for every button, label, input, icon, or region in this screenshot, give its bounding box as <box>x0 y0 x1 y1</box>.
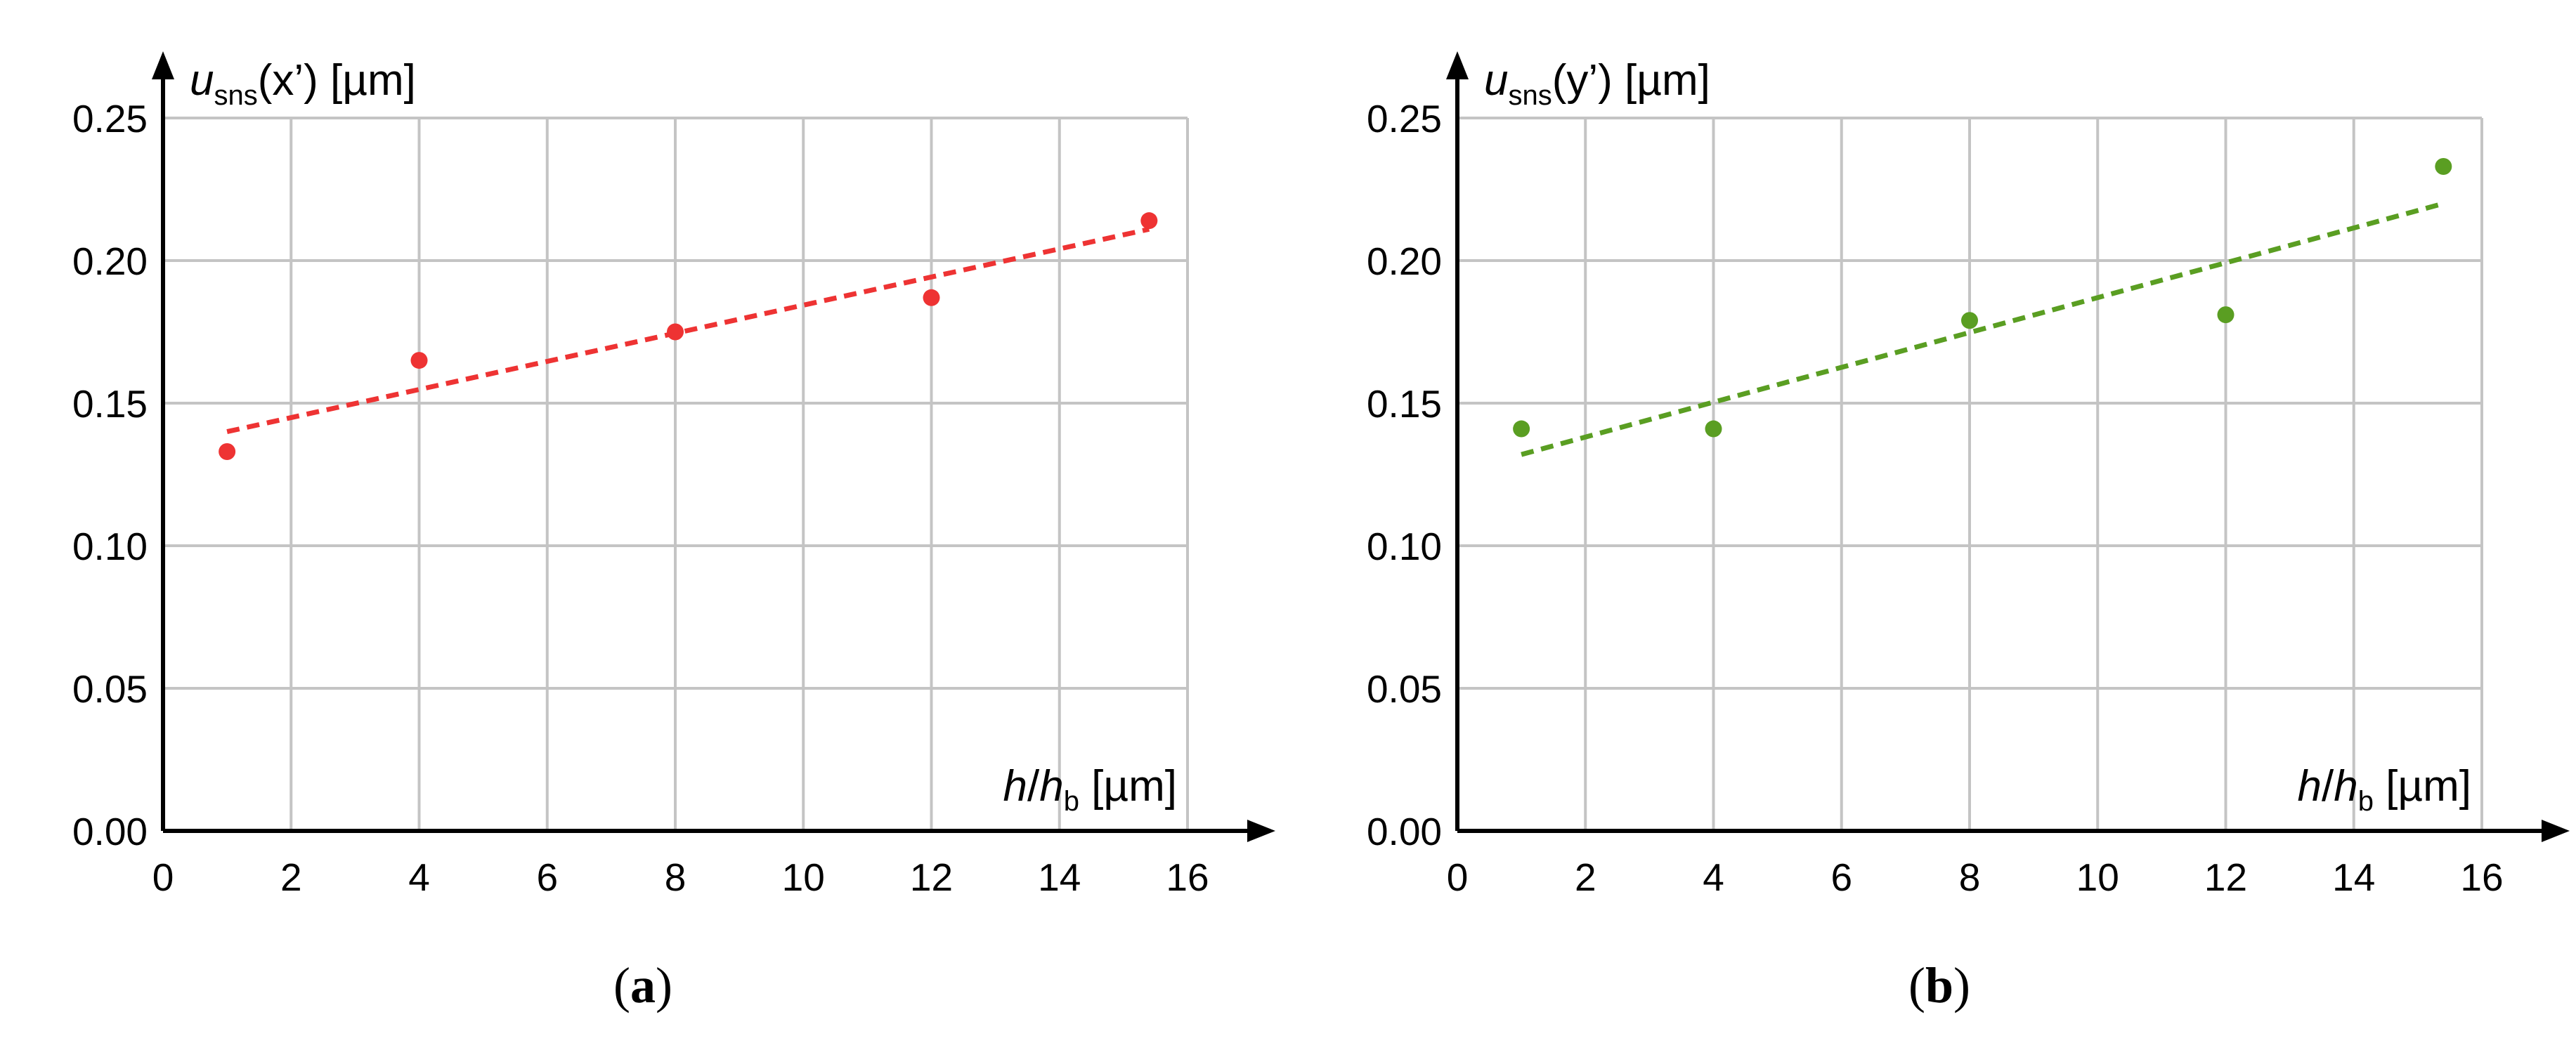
x-tick-label: 0 <box>152 855 174 899</box>
y-tick-label: 0.15 <box>72 382 148 426</box>
gridlines-b <box>1457 117 2483 831</box>
data-point <box>1705 420 1722 438</box>
y-axis-label-b: usns(y’) [µm] <box>1484 56 1710 111</box>
trend-line-b <box>1521 201 2445 457</box>
x-tick-label: 6 <box>1830 855 1852 899</box>
y-tick-label: 0.00 <box>1367 810 1442 853</box>
gridlines-a <box>163 117 1189 831</box>
x-axis-arrow-icon <box>1247 820 1275 842</box>
panel-paren-open: ( <box>613 957 630 1014</box>
x-label-var1: h <box>2298 762 2322 811</box>
y-tick-label: 0.00 <box>72 810 148 853</box>
y-label-arg: (y’) <box>1552 56 1613 105</box>
x-tick-label: 10 <box>782 855 825 899</box>
y-label-unit: [µm] <box>318 56 416 105</box>
trend-line <box>226 226 1150 435</box>
x-label-sub: b <box>1064 786 1079 817</box>
x-axis-label-b: h/hb [µm] <box>2298 762 2472 817</box>
x-label-unit: [µm] <box>1079 762 1177 811</box>
x-tick-label: 12 <box>2204 855 2247 899</box>
x-tick-label: 14 <box>1038 855 1081 899</box>
data-points-b <box>1513 158 2452 438</box>
data-point <box>1961 312 1978 329</box>
y-tick-label: 0.05 <box>72 667 148 711</box>
y-tick-label: 0.25 <box>72 97 148 140</box>
x-label-sub: b <box>2358 786 2374 817</box>
x-label-var1: h <box>1003 762 1027 811</box>
data-point <box>667 323 684 341</box>
y-label-var: u <box>1484 56 1508 105</box>
x-tick-label: 2 <box>280 855 302 899</box>
x-tick-label: 16 <box>1166 855 1209 899</box>
data-point <box>1513 420 1530 438</box>
data-point <box>923 289 940 306</box>
data-points-a <box>219 212 1158 461</box>
axes-b <box>1446 51 2570 842</box>
chart-panel-b: 0.00 0.05 0.10 0.15 0.20 0.25 0 2 4 6 8 10 12 14 16 u… <box>1367 51 2570 1014</box>
y-tick-label: 0.20 <box>1367 240 1442 283</box>
x-tick-labels-a: 0 2 4 6 8 10 12 14 16 <box>152 855 1209 899</box>
x-tick-label: 4 <box>1703 855 1724 899</box>
y-label-var: u <box>190 56 214 105</box>
panel-paren-close: ) <box>656 957 672 1014</box>
x-tick-label: 8 <box>665 855 687 899</box>
y-tick-label: 0.25 <box>1367 97 1442 140</box>
x-axis-label-a: h/hb [µm] <box>1003 762 1178 817</box>
y-tick-labels-a: 0.00 0.05 0.10 0.15 0.20 0.25 <box>72 97 148 853</box>
chart-panel-a: 0.00 0.05 0.10 0.15 0.20 0.25 0 2 4 6 8 10 12 14 16 u… <box>72 51 1275 1014</box>
y-label-arg: (x’) <box>258 56 318 105</box>
y-tick-label: 0.15 <box>1367 382 1442 426</box>
x-label-unit: [µm] <box>2374 762 2471 811</box>
y-axis-arrow-icon <box>152 51 174 79</box>
x-label-slash: / <box>1027 762 1040 811</box>
x-tick-label: 16 <box>2460 855 2503 899</box>
y-label-sub: sns <box>214 80 257 111</box>
x-tick-label: 10 <box>2076 855 2119 899</box>
data-point <box>2435 158 2452 176</box>
trend-line <box>1521 201 2445 457</box>
y-tick-labels-b: 0.00 0.05 0.10 0.15 0.20 0.25 <box>1367 97 1442 853</box>
data-point <box>410 352 428 369</box>
panel-label-b: (b) <box>1908 957 1970 1014</box>
trend-line-a <box>226 226 1150 435</box>
x-tick-label: 4 <box>408 855 430 899</box>
data-point <box>1140 212 1158 230</box>
data-point <box>2217 306 2235 324</box>
x-tick-label: 12 <box>910 855 953 899</box>
y-tick-label: 0.20 <box>72 240 148 283</box>
y-tick-label: 0.05 <box>1367 667 1442 711</box>
y-tick-label: 0.10 <box>1367 525 1442 568</box>
x-tick-label: 14 <box>2332 855 2375 899</box>
x-tick-label: 8 <box>1959 855 1981 899</box>
panel-letter: a <box>630 957 656 1014</box>
panel-paren-open: ( <box>1908 957 1925 1014</box>
panel-letter: b <box>1925 957 1953 1014</box>
x-label-var2: h <box>1039 762 1063 811</box>
y-axis-label-a: usns(x’) [µm] <box>190 56 416 111</box>
data-point <box>219 443 236 461</box>
x-axis-arrow-icon <box>2542 820 2570 842</box>
y-label-sub: sns <box>1508 80 1552 111</box>
axes-a <box>152 51 1275 842</box>
panel-paren-close: ) <box>1953 957 1970 1014</box>
x-tick-label: 0 <box>1447 855 1469 899</box>
panel-label-a: (a) <box>613 957 672 1014</box>
y-label-unit: [µm] <box>1613 56 1710 105</box>
y-axis-arrow-icon <box>1446 51 1469 79</box>
x-label-slash: / <box>2322 762 2334 811</box>
x-label-var2: h <box>2334 762 2357 811</box>
y-tick-label: 0.10 <box>72 525 148 568</box>
x-tick-label: 6 <box>536 855 558 899</box>
x-tick-label: 2 <box>1575 855 1596 899</box>
x-tick-labels-b: 0 2 4 6 8 10 12 14 16 <box>1447 855 2504 899</box>
